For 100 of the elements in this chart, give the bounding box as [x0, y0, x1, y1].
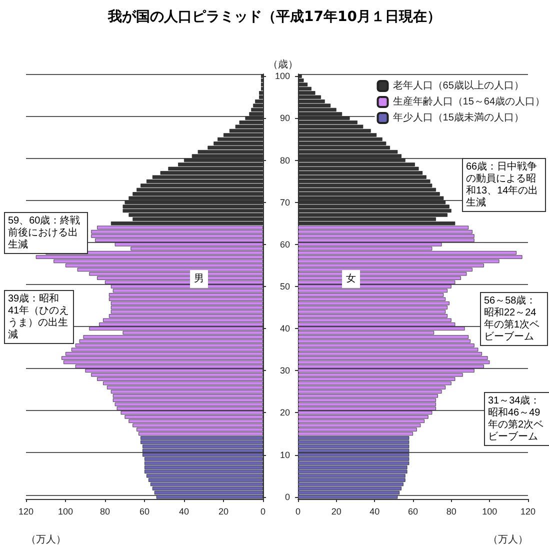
y-tick-label: 90	[280, 113, 290, 124]
bar	[110, 306, 263, 310]
legend-label: 老年人口（65歳以上の人口）	[392, 80, 524, 92]
bar	[120, 410, 263, 415]
y-tick-label: 70	[280, 197, 290, 208]
x-tick-label: 80	[446, 506, 456, 516]
bar	[298, 436, 410, 440]
annotation: 女	[346, 272, 356, 284]
bar	[298, 402, 436, 406]
bar	[66, 352, 263, 356]
bar	[152, 486, 263, 490]
bar	[298, 486, 402, 490]
bar	[106, 386, 263, 390]
bar	[298, 230, 472, 234]
bar	[91, 234, 263, 238]
bar	[298, 452, 410, 457]
x-tick-label: 0	[260, 506, 266, 516]
bar	[142, 452, 263, 457]
bar	[114, 402, 263, 406]
bar	[298, 339, 470, 344]
bar	[298, 415, 428, 419]
annotation: 男	[194, 274, 204, 284]
annotation: 39歳：昭和41年（ひのえうま）の出生減	[8, 292, 70, 340]
x-tick-label: 60	[139, 506, 150, 516]
bar	[298, 318, 452, 322]
chart-title: 我が国の人口ピラミッド（平成17年10月１日現在）	[106, 8, 442, 26]
x-axis-title: （万人）	[26, 534, 66, 545]
y-tick-label: 100	[274, 71, 290, 82]
y-tick-label: 20	[280, 408, 290, 418]
bar	[110, 390, 263, 394]
bar	[95, 238, 263, 242]
bar	[36, 255, 263, 259]
bar	[298, 238, 474, 242]
x-tick-label: 60	[408, 506, 418, 516]
bar	[110, 310, 263, 314]
y-tick-label: 60	[280, 239, 290, 250]
x-tick-label: 80	[100, 506, 110, 516]
bar	[298, 419, 424, 424]
annotation: 59、60歳：終戦前後における出生減	[8, 214, 80, 250]
bar	[298, 310, 446, 314]
annotation: 56～58歳：昭和22～24年の第1次ベビーブーム	[484, 294, 540, 342]
bar	[110, 301, 263, 306]
bar	[298, 381, 452, 386]
bar	[298, 410, 432, 415]
y-tick-label: 10	[280, 450, 290, 460]
x-axis-title: （万人）	[488, 534, 528, 545]
bar	[124, 415, 263, 419]
x-tick-label: 100	[482, 506, 498, 516]
y-tick-label: 50	[280, 282, 290, 292]
bar	[298, 234, 474, 238]
bar	[148, 478, 263, 482]
bar	[298, 478, 406, 482]
y-tick-label: 0	[284, 492, 290, 502]
legend-label: 生産年齢人口（15～64歳の人口）	[392, 96, 546, 108]
bar	[298, 288, 448, 293]
bar	[298, 432, 413, 436]
bar	[298, 482, 404, 486]
x-tick-label: 20	[218, 506, 229, 516]
bar	[298, 184, 432, 188]
x-tick-label: 40	[178, 506, 190, 516]
bar	[298, 335, 469, 339]
x-tick-label: 0	[295, 506, 301, 516]
y-axis-title: （歳）	[268, 58, 298, 70]
y-tick-label: 80	[280, 155, 290, 166]
bar	[116, 406, 263, 410]
x-tick-label: 120	[520, 506, 536, 516]
annotation: 66歳：日中戦争の動員による昭和13、14年の出生減	[466, 160, 538, 208]
bar	[150, 482, 263, 486]
x-tick-label: 100	[58, 506, 74, 516]
bar	[91, 230, 263, 234]
x-tick-label: 20	[331, 506, 342, 516]
x-tick-label: 120	[18, 506, 34, 516]
bar	[298, 440, 410, 444]
bar	[298, 490, 400, 495]
bar	[298, 306, 448, 310]
bar	[144, 457, 263, 461]
bar	[112, 288, 263, 293]
bar	[140, 440, 263, 444]
bar	[62, 356, 263, 360]
bar	[128, 419, 263, 424]
bar	[140, 436, 263, 440]
bar	[298, 255, 522, 259]
bar	[298, 356, 488, 360]
y-tick-label: 40	[280, 324, 290, 334]
bar	[298, 457, 410, 461]
bar	[298, 301, 450, 306]
annotation: 31～34歳：昭和46～49年の第2次ベビーブーム	[488, 394, 544, 442]
bar	[298, 461, 410, 466]
bar	[138, 432, 263, 436]
bar	[298, 390, 442, 394]
x-tick-label: 40	[370, 506, 380, 516]
bar	[298, 466, 408, 470]
bar	[64, 360, 263, 364]
bar	[298, 406, 436, 410]
bar	[144, 461, 263, 466]
bar	[83, 335, 263, 339]
bar	[298, 360, 490, 364]
y-tick-label: 30	[280, 366, 290, 376]
bar	[144, 466, 263, 470]
bar	[103, 318, 263, 322]
